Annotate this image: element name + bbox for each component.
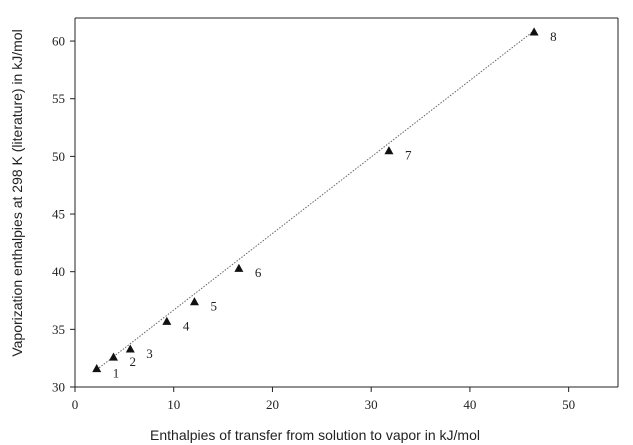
x-tick-label: 30	[365, 397, 378, 412]
y-tick-label: 35	[52, 322, 65, 337]
x-tick-label: 20	[266, 397, 279, 412]
x-ticks: 0 10 20 30 40 50	[72, 387, 575, 412]
data-point-label: 3	[146, 346, 153, 361]
data-point-label: 4	[183, 318, 190, 333]
data-points: 123 4 5 6 7 8	[92, 27, 557, 381]
y-tick-label: 50	[52, 149, 65, 164]
data-point-label: 2	[130, 354, 137, 369]
data-point-marker	[189, 297, 199, 306]
data-point-marker	[92, 364, 102, 373]
y-ticks: 30 35 40 45 50 55 60	[52, 34, 75, 395]
data-point-marker	[125, 344, 135, 353]
y-tick-label: 40	[52, 264, 65, 279]
y-tick-label: 30	[52, 380, 65, 395]
data-point-label: 5	[210, 299, 217, 314]
data-point-marker	[384, 146, 394, 155]
data-point-label: 8	[550, 29, 557, 44]
y-tick-label: 45	[52, 207, 65, 222]
x-tick-label: 40	[463, 397, 476, 412]
trendline-group	[96, 30, 535, 371]
y-axis-title: Vaporization enthalpies at 298 K (litera…	[9, 29, 25, 356]
data-point-label: 7	[405, 148, 412, 163]
y-axis-title-group: Vaporization enthalpies at 298 K (litera…	[9, 29, 25, 356]
data-point-marker	[109, 352, 119, 361]
data-point-marker	[162, 316, 172, 325]
y-tick-label: 60	[52, 34, 65, 49]
x-tick-label: 0	[72, 397, 79, 412]
data-point-marker	[529, 27, 539, 36]
x-tick-label: 50	[562, 397, 575, 412]
y-tick-label: 55	[52, 91, 65, 106]
x-axis-title: Enthalpies of transfer from solution to …	[150, 427, 480, 443]
data-point-label: 6	[255, 265, 262, 280]
x-tick-label: 10	[167, 397, 180, 412]
data-point-marker	[234, 263, 244, 272]
trendline	[96, 30, 535, 371]
data-point-label: 1	[113, 366, 120, 381]
